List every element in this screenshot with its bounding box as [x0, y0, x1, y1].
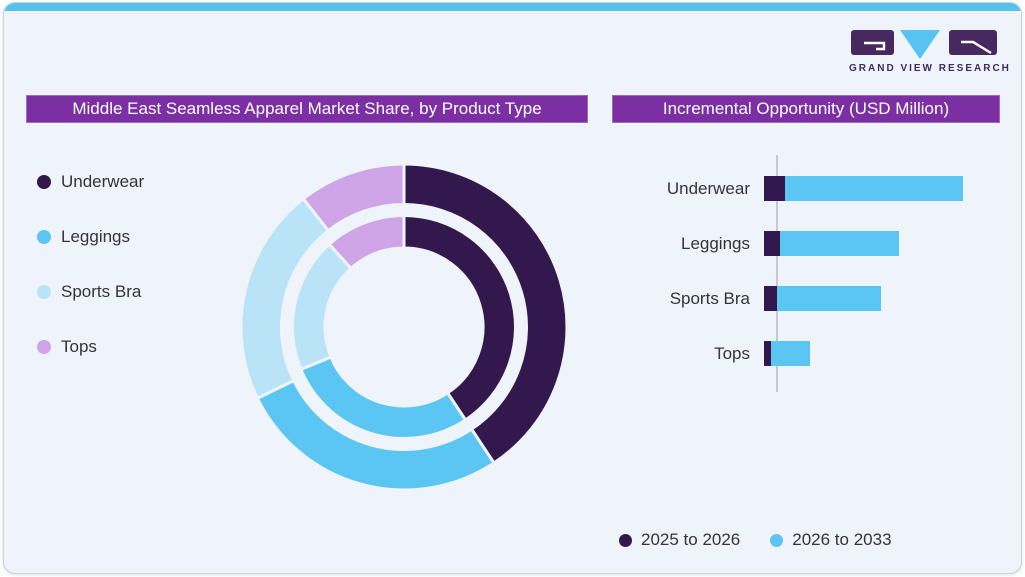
bar-legend-item-2026-2033: 2026 to 2033 [770, 530, 892, 550]
gvr-logo: GRAND VIEW RESEARCH [849, 25, 1011, 77]
bar-chart-rows: Underwear Leggings Sports Bra Tops [601, 176, 1011, 396]
bar-segment-2026-to-2033 [771, 341, 810, 366]
donut-slice-inner-underwear [402, 213, 517, 423]
bar-row-leggings: Leggings [601, 231, 899, 256]
underwear-legend-label: Underwear [61, 172, 145, 191]
bar-segment-2025-to-2026 [764, 231, 780, 256]
donut-legend-item-underwear: Underwear [37, 172, 144, 192]
tops-legend-label: Tops [61, 337, 97, 356]
sports-bra-legend-label: Sports Bra [61, 282, 142, 301]
donut-chart [239, 162, 569, 492]
bar-chart-legend: 2025 to 2026 2026 to 2033 [619, 530, 892, 550]
leggings-legend-dot [37, 230, 51, 244]
bar-category-label: Leggings [680, 233, 750, 253]
top-accent-strip [4, 3, 1021, 11]
bar-category-label: Tops [714, 343, 750, 363]
bar-category-label: Underwear [666, 178, 750, 198]
tops-legend-dot [37, 340, 51, 354]
donut-slice-inner-tops [327, 213, 406, 271]
gvr-logo-icon [851, 30, 997, 59]
bar-section-title: Incremental Opportunity (USD Million) [612, 95, 1000, 123]
bar-segment-2025-to-2026 [764, 341, 771, 366]
chart-card: GRAND VIEW RESEARCH Middle East Seamless… [3, 2, 1022, 574]
donut-section-title: Middle East Seamless Apparel Market Shar… [26, 95, 588, 123]
bar-row-tops: Tops [601, 341, 810, 366]
bar-segment-2026-to-2033 [785, 176, 963, 201]
bar-segment-2026-to-2033 [779, 231, 899, 256]
2026-2033-legend-dot [770, 533, 784, 547]
donut-slice-outer-underwear [402, 162, 569, 466]
donut-legend-item-leggings: Leggings [37, 227, 130, 247]
donut-slice-outer-tops [301, 162, 406, 233]
bar-segment-2026-to-2033 [776, 286, 881, 311]
gvr-logo-text: GRAND VIEW RESEARCH [849, 63, 1011, 74]
bar-row-sports-bra: Sports Bra [601, 286, 881, 311]
bar-row-underwear: Underwear [601, 176, 963, 201]
2025-2026-legend-label: 2025 to 2026 [641, 530, 741, 549]
underwear-legend-dot [37, 175, 51, 189]
bar-segment-2025-to-2026 [764, 286, 777, 311]
leggings-legend-label: Leggings [61, 227, 131, 246]
donut-legend-item-sports-bra: Sports Bra [37, 282, 141, 302]
sports-bra-legend-dot [37, 285, 51, 299]
2026-2033-legend-label: 2026 to 2033 [792, 530, 892, 549]
bar-segment-2025-to-2026 [764, 176, 786, 201]
2025-2026-legend-dot [619, 533, 632, 547]
donut-legend-item-tops: Tops [37, 337, 97, 357]
bar-chart-axis-line [776, 155, 778, 392]
bar-category-label: Sports Bra [669, 288, 750, 308]
bar-legend-item-2025-2026: 2025 to 2026 [619, 530, 740, 550]
donut-slice-inner-sports-bra [291, 242, 354, 372]
